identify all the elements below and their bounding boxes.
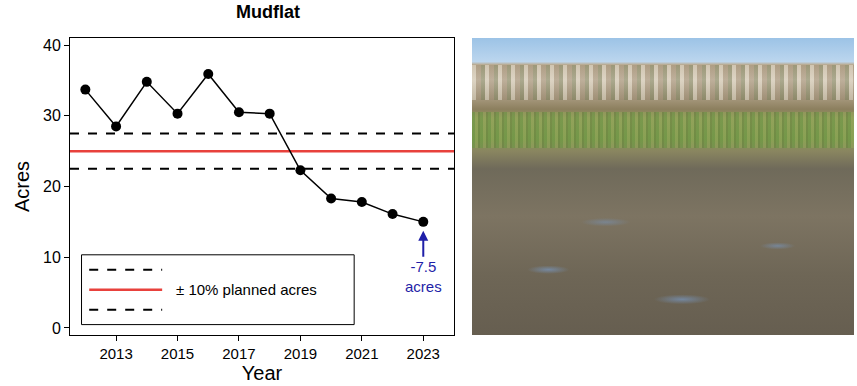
svg-text:2017: 2017 — [222, 345, 255, 362]
svg-text:20: 20 — [43, 178, 61, 195]
svg-text:30: 30 — [43, 107, 61, 124]
svg-text:-7.5acres: -7.5acres — [405, 258, 442, 295]
svg-text:2021: 2021 — [345, 345, 378, 362]
svg-text:40: 40 — [43, 37, 61, 54]
svg-text:2013: 2013 — [99, 345, 132, 362]
svg-text:2015: 2015 — [161, 345, 194, 362]
svg-text:2023: 2023 — [407, 345, 440, 362]
svg-text:Acres: Acres — [11, 161, 33, 212]
svg-text:Year: Year — [242, 362, 283, 384]
svg-text:± 10% planned acres: ± 10% planned acres — [176, 281, 317, 298]
svg-text:0: 0 — [52, 320, 61, 337]
svg-text:2019: 2019 — [284, 345, 317, 362]
svg-text:10: 10 — [43, 249, 61, 266]
svg-text:Mudflat: Mudflat — [236, 2, 300, 22]
